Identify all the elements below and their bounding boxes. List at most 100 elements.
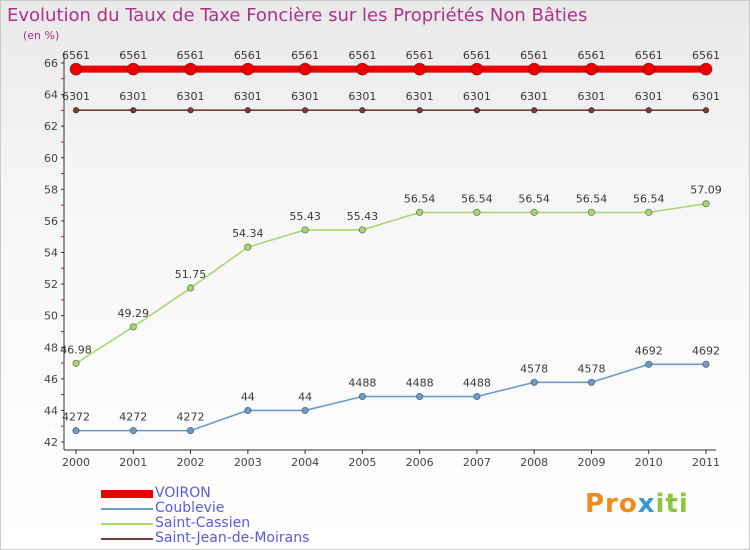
legend-label-saint-cassien: Saint-Cassien [155, 515, 251, 531]
data-label-coublevie: 4578 [577, 362, 605, 375]
data-label-saint-cassien: 57.09 [690, 184, 722, 197]
data-point-saint-jean-de-moirans [702, 107, 710, 114]
x-tick-label: 2011 [692, 456, 720, 469]
data-point-coublevie [129, 427, 137, 435]
data-point-saint-jean-de-moirans [645, 107, 652, 114]
data-point-saint-jean-de-moirans [530, 107, 538, 114]
y-tick-label: 44 [44, 404, 58, 417]
data-point-saint-jean-de-moirans [244, 107, 252, 114]
data-point-voiron [241, 62, 255, 76]
x-tick-label: 2005 [348, 456, 376, 469]
legend-swatch-saint-jean-de-moirans [101, 538, 153, 540]
data-label-voiron: 6561 [463, 49, 491, 62]
data-point-saint-jean-de-moirans [301, 107, 309, 114]
data-label-saint-jean-de-moirans: 6301 [119, 90, 147, 103]
y-tick-label: 48 [44, 341, 58, 354]
y-tick-label: 56 [44, 215, 58, 228]
data-label-saint-cassien: 54.34 [232, 227, 264, 240]
data-point-coublevie [301, 406, 309, 415]
series-line-saint-cassien [75, 202, 707, 365]
data-label-saint-cassien: 56.54 [633, 192, 665, 205]
data-label-saint-jean-de-moirans: 6301 [177, 90, 205, 103]
data-label-voiron: 6561 [520, 49, 548, 62]
data-point-coublevie [587, 378, 596, 386]
data-point-saint-jean-de-moirans [473, 107, 481, 114]
legend-swatch-saint-cassien [101, 523, 153, 525]
data-label-voiron: 6561 [119, 49, 147, 62]
data-label-saint-jean-de-moirans: 6301 [234, 90, 262, 103]
proxiti-logo: Proxiti [585, 489, 689, 519]
data-label-saint-jean-de-moirans: 6301 [62, 90, 90, 103]
data-label-saint-cassien: 55.43 [347, 210, 379, 223]
data-point-voiron [527, 62, 541, 76]
x-tick-label: 2009 [577, 456, 605, 469]
data-point-coublevie [72, 427, 80, 435]
data-point-voiron [642, 62, 656, 76]
data-label-saint-jean-de-moirans: 6301 [291, 90, 319, 103]
data-label-saint-cassien: 46.98 [60, 343, 92, 356]
legend-swatch-coublevie [101, 508, 153, 510]
data-point-voiron [298, 62, 312, 76]
data-label-saint-jean-de-moirans: 6301 [348, 90, 376, 103]
data-point-saint-cassien [129, 323, 137, 331]
data-point-saint-cassien [473, 208, 481, 216]
data-point-saint-cassien [416, 208, 424, 216]
data-point-saint-jean-de-moirans [416, 107, 423, 114]
data-point-coublevie [358, 392, 366, 401]
chart-title: Evolution du Taux de Taxe Foncière sur l… [7, 5, 588, 26]
data-point-voiron [126, 62, 140, 76]
data-point-saint-cassien [530, 208, 538, 216]
data-label-saint-jean-de-moirans: 6301 [577, 90, 605, 103]
y-tick-label: 52 [44, 278, 58, 291]
data-point-coublevie [645, 360, 653, 368]
y-tick-label: 50 [44, 310, 58, 323]
data-point-voiron [470, 62, 484, 76]
chart-unit-label: (en %) [23, 29, 60, 42]
data-label-coublevie: 4692 [692, 344, 720, 357]
data-point-voiron [69, 62, 83, 76]
x-tick-label: 2004 [291, 456, 319, 469]
data-point-saint-cassien [702, 200, 710, 208]
x-tick-label: 2000 [62, 456, 90, 469]
data-point-voiron [585, 62, 598, 76]
y-tick-label: 64 [44, 89, 58, 102]
data-point-saint-jean-de-moirans [187, 107, 194, 114]
data-point-saint-jean-de-moirans [588, 107, 595, 114]
y-tick-label: 58 [44, 183, 58, 196]
data-point-coublevie [416, 392, 424, 401]
data-label-saint-cassien: 55.43 [289, 210, 321, 223]
data-label-coublevie: 4488 [406, 377, 434, 390]
y-tick-label: 42 [44, 436, 58, 449]
x-tick-label: 2007 [463, 456, 491, 469]
data-label-saint-cassien: 51.75 [175, 268, 207, 281]
data-label-saint-jean-de-moirans: 6301 [520, 90, 548, 103]
data-point-voiron [699, 62, 713, 76]
data-label-saint-cassien: 49.29 [118, 307, 150, 320]
data-label-voiron: 6561 [577, 49, 605, 62]
data-label-saint-jean-de-moirans: 6301 [635, 90, 663, 103]
data-point-saint-jean-de-moirans [130, 107, 137, 114]
data-label-saint-jean-de-moirans: 6301 [692, 90, 720, 103]
data-point-voiron [184, 62, 197, 76]
legend-label-coublevie: Coublevie [155, 500, 225, 516]
data-point-voiron [355, 62, 369, 76]
y-tick-label: 46 [44, 373, 58, 386]
data-label-voiron: 6561 [62, 49, 90, 62]
y-tick-label: 54 [44, 247, 58, 260]
data-label-voiron: 6561 [177, 49, 205, 62]
data-label-saint-cassien: 56.54 [518, 192, 550, 205]
y-tick-label: 60 [44, 152, 58, 165]
x-tick-label: 2002 [177, 456, 205, 469]
data-point-saint-cassien [587, 208, 596, 216]
data-point-saint-cassien [186, 284, 195, 292]
data-label-coublevie: 44 [298, 390, 312, 403]
data-label-voiron: 6561 [635, 49, 663, 62]
data-label-coublevie: 4692 [635, 344, 663, 357]
data-label-coublevie: 4578 [520, 362, 548, 375]
data-label-voiron: 6561 [348, 49, 376, 62]
x-tick-label: 2006 [406, 456, 434, 469]
data-point-coublevie [473, 392, 481, 401]
data-label-voiron: 6561 [406, 49, 434, 62]
data-point-saint-cassien [72, 359, 80, 367]
